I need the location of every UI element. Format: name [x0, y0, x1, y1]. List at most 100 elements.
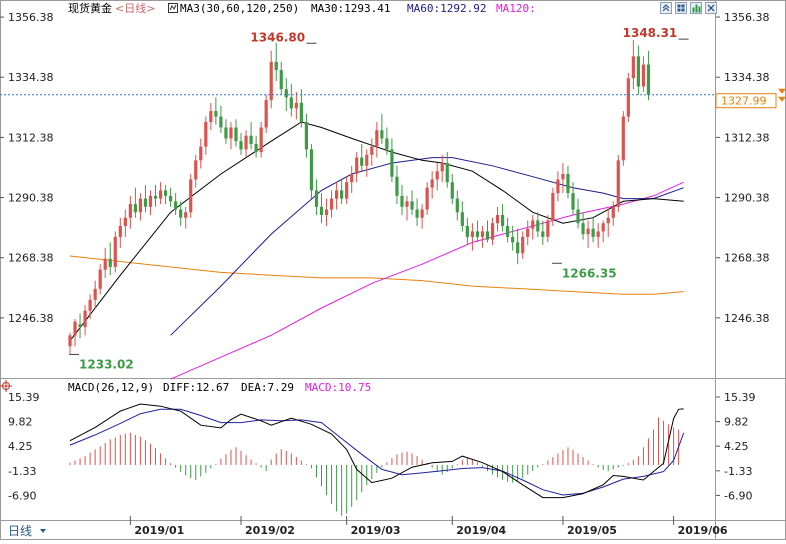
candle-body — [445, 163, 449, 183]
candle-body — [566, 173, 570, 194]
candle-body — [194, 160, 198, 180]
candle-body — [415, 209, 419, 218]
candle-body — [179, 209, 183, 218]
candle-body — [169, 195, 173, 202]
candle-body — [103, 258, 107, 270]
candle-body — [606, 217, 610, 224]
candle-body — [294, 102, 298, 109]
date-tick-label: 2019/03 — [351, 524, 401, 537]
candle-body — [526, 228, 530, 237]
candle-body — [113, 236, 117, 267]
crosshair-icon[interactable] — [0, 380, 12, 392]
candle-body — [636, 56, 640, 87]
low-annotation: 1233.02 — [79, 357, 134, 371]
candle-body — [204, 122, 208, 147]
candle-body — [314, 190, 319, 207]
candle-body — [460, 212, 464, 226]
candle-body — [229, 127, 233, 139]
candle-body — [73, 321, 77, 336]
candle-body — [601, 223, 605, 232]
candle-body — [309, 149, 314, 191]
date-tick-label: 2019/01 — [134, 524, 184, 537]
candle-body — [143, 198, 148, 207]
candle-body — [118, 225, 122, 237]
ma120-value: MA120: — [496, 2, 536, 15]
candle-body — [435, 171, 439, 180]
candle-body — [199, 146, 203, 161]
period-tab[interactable]: 日线 — [8, 524, 46, 538]
candle-body — [365, 154, 369, 166]
candle-body — [561, 173, 565, 180]
period-tab-label[interactable]: 日线 — [8, 524, 32, 538]
candle-body — [611, 206, 615, 218]
candle-body — [234, 127, 238, 142]
macd-tick-label: -1.33 — [724, 465, 752, 478]
macd-legend: MACD(26,12,9) DIFF:12.67 DEA:7.29 MACD:1… — [0, 380, 371, 394]
price-annotations: 1327.99 1346.80 1348.31 1266.35 1233.02 — [0, 26, 786, 371]
instrument-name: 现货黄金 — [68, 1, 112, 15]
candle-body — [360, 157, 364, 166]
candle-body — [224, 127, 228, 139]
candle-body — [163, 190, 168, 196]
diff-line — [69, 403, 684, 499]
candle-body — [304, 122, 309, 150]
candle-body — [546, 220, 550, 237]
bars-icon[interactable] — [690, 2, 702, 14]
candle-body — [470, 231, 474, 237]
macd-value: MACD:10.75 — [305, 381, 371, 394]
candle-body — [93, 288, 97, 300]
diff-value: DIFF:12.67 — [163, 381, 229, 394]
candle-body — [410, 201, 414, 210]
toggle-icon[interactable] — [660, 2, 672, 14]
candle-body — [506, 225, 510, 237]
ma60-line — [170, 157, 684, 336]
toolbar-icons — [660, 2, 717, 14]
candle-body — [259, 127, 263, 153]
close-icon[interactable] — [705, 2, 717, 14]
candle-body — [329, 198, 334, 210]
candle-body — [123, 217, 127, 226]
candle-body — [355, 157, 359, 174]
candle-body — [626, 78, 630, 117]
candle-body — [148, 195, 153, 207]
candle-body — [340, 190, 344, 199]
candle-body — [571, 193, 575, 210]
high-annotation: 1348.31 — [623, 26, 678, 40]
macd-tick-label-left: -1.33 — [8, 465, 36, 478]
period-label[interactable]: <日线> — [115, 1, 155, 15]
candle-body — [158, 190, 163, 199]
candle-body — [279, 70, 283, 90]
candle-body — [375, 130, 379, 147]
candle-body — [551, 193, 555, 221]
candle-body — [541, 231, 545, 237]
current-price-arrow-icon — [778, 88, 786, 94]
candle-body — [531, 220, 535, 229]
candle-body — [430, 179, 434, 188]
moving-averages — [69, 121, 684, 380]
candle-body — [385, 138, 389, 150]
price-tick-label-left: 1356.38 — [8, 11, 54, 24]
macd-pane — [69, 403, 685, 516]
candle-body — [209, 111, 213, 123]
dea-value: DEA:7.29 — [241, 381, 294, 394]
candle-body — [516, 242, 520, 254]
candle-body — [395, 176, 399, 196]
candle-body — [128, 204, 132, 218]
candle-body — [455, 198, 459, 213]
candle-body — [299, 102, 303, 123]
dropdown-arrow-icon[interactable] — [40, 529, 46, 533]
candle-body — [440, 163, 444, 172]
candle-body — [153, 195, 158, 199]
candle-body — [556, 179, 560, 194]
candle-body — [249, 135, 253, 144]
candlesticks — [68, 39, 651, 355]
candle-body — [184, 212, 188, 218]
price-tick-label-left: 1334.38 — [8, 71, 54, 84]
candle-body — [450, 182, 454, 199]
price-tick-label-left: 1268.38 — [8, 252, 54, 265]
candle-body — [370, 146, 374, 155]
grid-icon[interactable] — [675, 2, 687, 14]
